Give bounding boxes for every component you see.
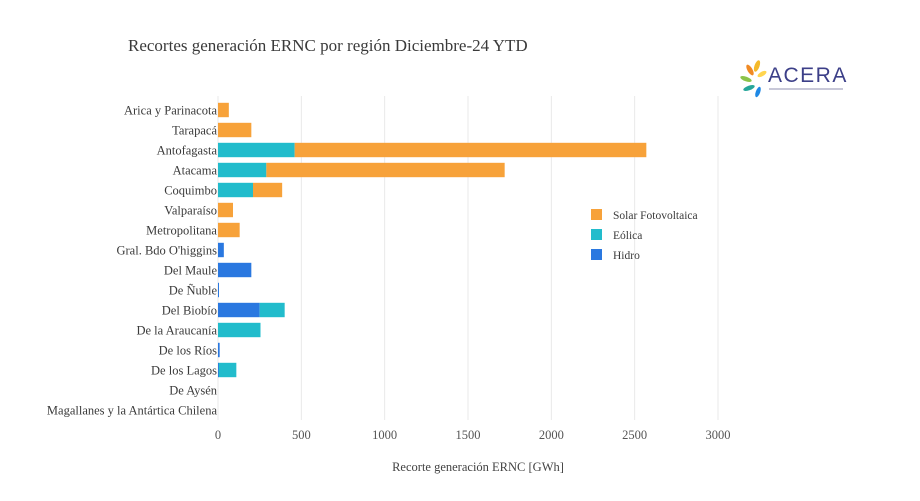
bar-segment <box>218 362 219 378</box>
bar-segment <box>294 142 647 158</box>
legend[interactable]: Solar Fotovoltaica Eólica Hidro <box>591 209 698 262</box>
category-label: Valparaíso <box>164 204 217 218</box>
x-tick-label: 500 <box>292 428 311 442</box>
acera-logo: ACERA <box>740 58 850 102</box>
legend-label[interactable]: Hidro <box>613 250 640 262</box>
legend-label[interactable]: Solar Fotovoltaica <box>613 210 698 222</box>
bars <box>218 102 647 378</box>
x-tick-label: 1000 <box>372 428 397 442</box>
legend-swatch <box>591 209 602 220</box>
x-axis-title: Recorte generación ERNC [GWh] <box>392 460 564 474</box>
category-label: Gral. Bdo O'higgins <box>116 244 217 258</box>
bar-segment <box>218 162 267 178</box>
bar-segment <box>218 142 295 158</box>
bar-segment <box>218 342 220 358</box>
x-tick-labels: 0 500 1000 1500 2000 2500 3000 <box>215 428 731 442</box>
category-label: Del Biobío <box>162 304 217 318</box>
category-label: De los Lagos <box>151 364 217 378</box>
logo-tagline-line <box>769 88 843 90</box>
bar-segment <box>218 282 219 298</box>
category-label: Del Maule <box>164 264 218 278</box>
bar-segment <box>253 182 283 198</box>
bar-segment <box>218 122 252 138</box>
bar-segment <box>218 202 233 218</box>
logo-text: ACERA <box>768 64 848 87</box>
legend-label[interactable]: Eólica <box>613 230 642 242</box>
x-tick-label: 2000 <box>539 428 564 442</box>
category-label: Antofagasta <box>157 144 218 158</box>
category-label: Atacama <box>173 164 218 178</box>
x-tick-label: 0 <box>215 428 221 442</box>
bar-segment <box>218 262 252 278</box>
x-tick-label: 2500 <box>622 428 647 442</box>
bar-segment <box>218 302 260 318</box>
acera-leaf-icon <box>740 60 767 98</box>
bar-segment <box>266 162 505 178</box>
x-tick-label: 1500 <box>456 428 481 442</box>
category-label: De los Ríos <box>159 344 217 358</box>
category-label: De Ñuble <box>169 284 218 298</box>
category-labels: Arica y Parinacota Tarapacá Antofagasta Ata… <box>47 104 218 418</box>
bar-segment <box>218 362 237 378</box>
category-label: Arica y Parinacota <box>124 104 217 118</box>
category-label: Tarapacá <box>172 124 217 138</box>
legend-swatch <box>591 229 602 240</box>
category-label: Magallanes y la Antártica Chilena <box>47 404 218 418</box>
category-label: Coquimbo <box>164 184 217 198</box>
category-label: De Aysén <box>169 384 218 398</box>
bar-segment <box>218 242 224 258</box>
bar-segment <box>218 222 240 238</box>
category-label: Metropolitana <box>146 224 217 238</box>
bar-segment <box>218 182 253 198</box>
bar-segment <box>218 102 229 118</box>
category-label: De la Araucanía <box>136 324 217 338</box>
x-tick-label: 3000 <box>706 428 731 442</box>
bar-segment <box>218 322 261 338</box>
legend-swatch <box>591 249 602 260</box>
chart-title: Recortes generación ERNC por región Dici… <box>128 36 528 55</box>
bar-segment <box>259 302 285 318</box>
